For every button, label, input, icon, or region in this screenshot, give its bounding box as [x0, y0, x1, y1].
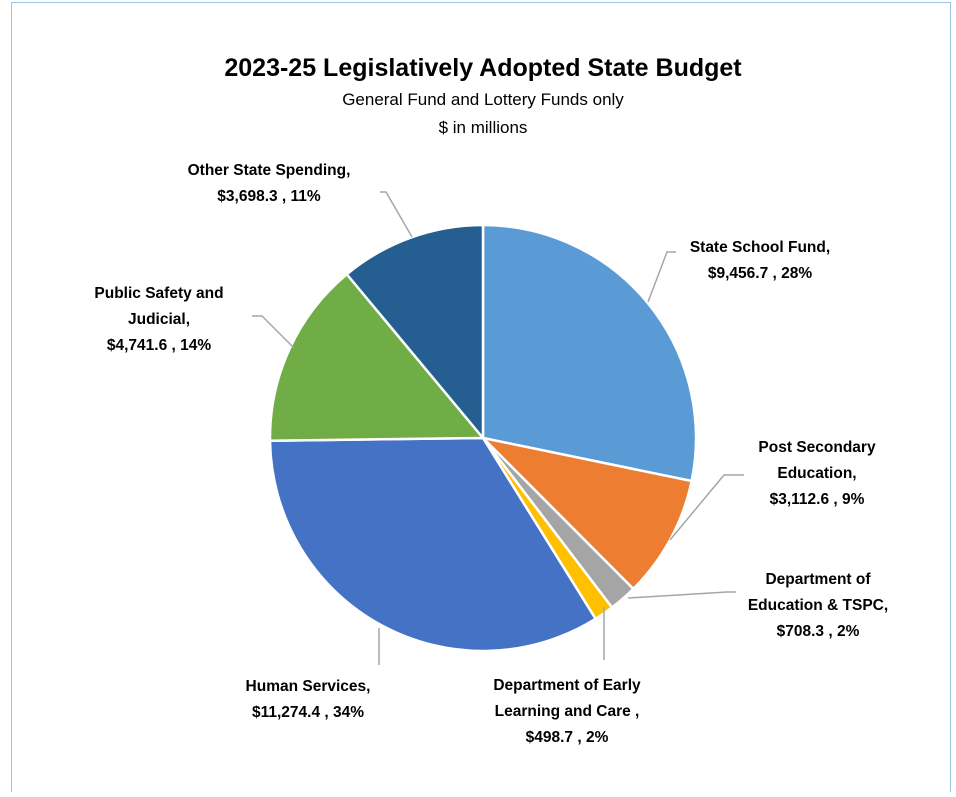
data-label-line: Post Secondary — [758, 439, 876, 456]
pie-slice-state-school-fund — [481, 223, 698, 483]
data-label-line: $708.3 , 2% — [777, 623, 860, 640]
data-label-line: Education, — [777, 465, 856, 482]
data-label: Public Safety and Judicial, $4,741.6 , 14% — [94, 285, 223, 354]
chart-subtitle-line-1: General Fund and Lottery Funds only — [342, 90, 624, 109]
pie-slice-human-services — [268, 436, 597, 653]
leader-line — [647, 251, 676, 303]
pie-slice-other-state-spending — [345, 223, 485, 440]
data-label-line: Other State Spending, — [188, 162, 351, 179]
leader-lines — [252, 191, 744, 665]
chart-subtitle-line-2: $ in millions — [439, 118, 528, 137]
pie-slice-public-safety-and-judicial — [268, 273, 485, 442]
data-label-line: Department of — [765, 571, 871, 588]
data-label: State School Fund, $9,456.7 , 28% — [690, 239, 830, 282]
data-label: Department of Education & TSPC, $708.3 , 2… — [748, 571, 888, 640]
data-label-line: $498.7 , 2% — [526, 729, 609, 746]
leader-line — [380, 191, 413, 238]
data-label-line: Department of Early — [493, 677, 641, 694]
data-label-line: $9,456.7 , 28% — [708, 265, 812, 282]
data-label-line: Public Safety and — [94, 285, 223, 302]
data-label-line: $4,741.6 , 14% — [107, 337, 211, 354]
data-label-line: $3,112.6 , 9% — [770, 491, 865, 508]
data-label-line: Judicial, — [128, 311, 190, 328]
data-label: Human Services, $11,274.4 , 34% — [246, 678, 371, 721]
leader-line — [252, 315, 295, 349]
leader-line — [669, 474, 744, 541]
pie-slices — [268, 223, 698, 653]
chart-title: 2023-25 Legislatively Adopted State Budg… — [224, 54, 742, 82]
data-label: Post Secondary Education, $3,112.6 , 9% — [758, 439, 876, 508]
data-label: Other State Spending, $3,698.3 , 11% — [188, 162, 351, 205]
data-label: Department of Early Learning and Care , $4… — [493, 677, 641, 746]
data-label-line: Learning and Care , — [495, 703, 640, 720]
leader-line — [627, 591, 736, 599]
data-label-line: Human Services, — [246, 678, 371, 695]
data-label-line: $3,698.3 , 11% — [217, 188, 321, 205]
data-label-line: $11,274.4 , 34% — [252, 704, 364, 721]
data-label-line: State School Fund, — [690, 239, 830, 256]
data-labels: State School Fund, $9,456.7 , 28% Post Sec… — [94, 162, 888, 746]
chart-frame — [11, 2, 951, 792]
data-label-line: Education & TSPC, — [748, 597, 888, 614]
